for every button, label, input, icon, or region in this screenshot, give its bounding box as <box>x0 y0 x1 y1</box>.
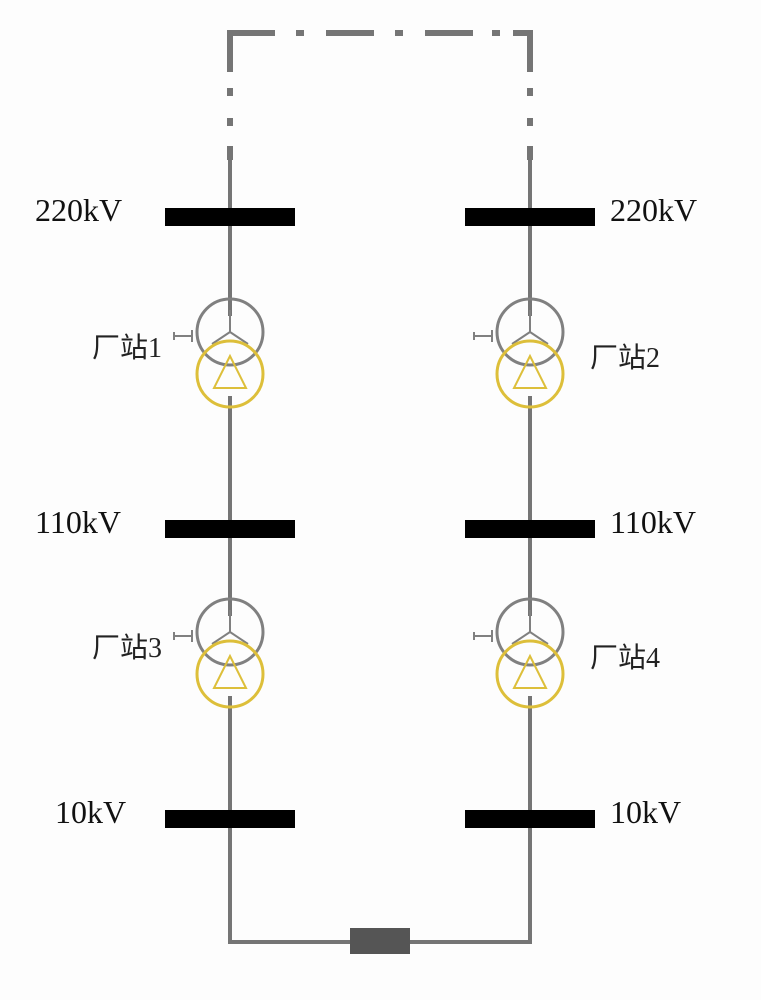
dash-seg <box>527 30 533 72</box>
label-10kv-right: 10kV <box>610 794 681 831</box>
conductor <box>528 160 532 208</box>
conductor <box>528 696 532 810</box>
transformer-station-1-icon <box>180 296 280 406</box>
dash-dot <box>527 88 533 96</box>
label-station-2: 厂站2 <box>590 336 660 376</box>
bus-10kv-left <box>165 810 295 828</box>
label-110kv-left: 110kV <box>35 504 121 541</box>
diagram-canvas: 220kV 220kV 110kV 110kV 10kV 10kV 厂站1 厂站… <box>0 0 761 1000</box>
dash-seg <box>527 146 533 160</box>
dash-dot <box>296 30 304 36</box>
label-220kv-right: 220kV <box>610 192 697 229</box>
bus-220kv-left <box>165 208 295 226</box>
transformer-station-4-icon <box>480 596 580 706</box>
conductor <box>228 696 232 810</box>
conductor <box>228 160 232 208</box>
conductor <box>228 828 232 944</box>
label-220kv-left: 220kV <box>35 192 122 229</box>
label-station-4: 厂站4 <box>590 636 660 676</box>
dash-seg <box>227 146 233 160</box>
label-station-3: 厂站3 <box>92 626 162 666</box>
bus-110kv-right <box>465 520 595 538</box>
load-rect <box>350 928 410 954</box>
dash-dot <box>227 88 233 96</box>
conductor <box>528 828 532 944</box>
dash-seg <box>227 30 233 72</box>
label-10kv-left: 10kV <box>55 794 126 831</box>
dash-seg <box>326 30 374 36</box>
dash-dot <box>227 118 233 126</box>
dash-dot <box>492 30 500 36</box>
conductor <box>228 396 232 520</box>
bus-220kv-right <box>465 208 595 226</box>
bus-10kv-right <box>465 810 595 828</box>
dash-seg <box>513 30 533 36</box>
transformer-station-2-icon <box>480 296 580 406</box>
conductor <box>528 396 532 520</box>
dash-dot <box>395 30 403 36</box>
label-station-1: 厂站1 <box>92 326 162 366</box>
bus-110kv-left <box>165 520 295 538</box>
label-110kv-right: 110kV <box>610 504 696 541</box>
dash-seg <box>227 30 275 36</box>
transformer-station-3-icon <box>180 596 280 706</box>
dash-dot <box>527 118 533 126</box>
dash-seg <box>425 30 473 36</box>
